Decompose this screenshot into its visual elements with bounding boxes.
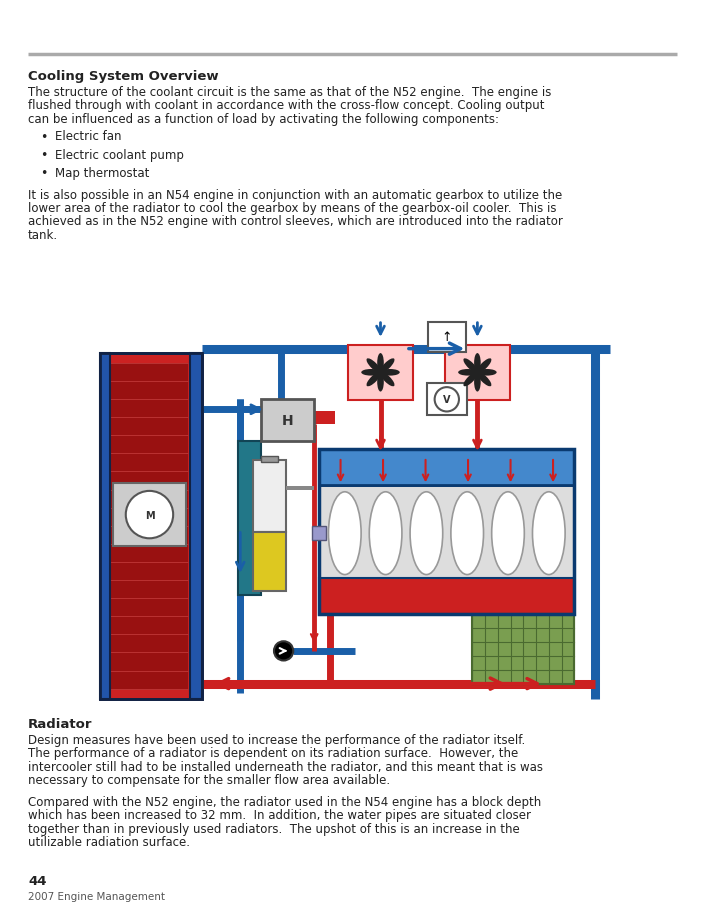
Ellipse shape	[491, 493, 525, 575]
Bar	[100, 353, 110, 699]
Circle shape	[274, 641, 293, 661]
Ellipse shape	[532, 493, 565, 575]
Ellipse shape	[477, 359, 491, 373]
Ellipse shape	[377, 354, 384, 373]
Text: Cooling System Overview: Cooling System Overview	[28, 70, 219, 83]
Ellipse shape	[410, 493, 443, 575]
Text: •: •	[40, 166, 47, 179]
Ellipse shape	[463, 359, 478, 373]
Ellipse shape	[367, 372, 381, 387]
Ellipse shape	[381, 369, 400, 376]
Bar	[427, 384, 467, 415]
Bar	[253, 460, 286, 533]
Ellipse shape	[369, 493, 402, 575]
Bar	[319, 578, 575, 615]
Ellipse shape	[377, 373, 384, 392]
Ellipse shape	[367, 359, 381, 373]
Ellipse shape	[451, 493, 484, 575]
Text: intercooler still had to be installed underneath the radiator, and this meant th: intercooler still had to be installed un…	[28, 760, 543, 773]
Ellipse shape	[463, 372, 478, 387]
Ellipse shape	[361, 369, 381, 376]
Ellipse shape	[477, 372, 491, 387]
Bar	[261, 399, 314, 441]
Text: Electric fan: Electric fan	[55, 130, 121, 143]
Bar	[100, 353, 202, 699]
Bar	[348, 346, 413, 401]
Text: It is also possible in an N54 engine in conjunction with an automatic gearbox to: It is also possible in an N54 engine in …	[28, 188, 563, 201]
Ellipse shape	[474, 373, 481, 392]
Text: Design measures have been used to increase the performance of the radiator itsel: Design measures have been used to increa…	[28, 733, 525, 746]
Text: utilizable radiation surface.: utilizable radiation surface.	[28, 835, 190, 848]
Text: flushed through with coolant in accordance with the cross-flow concept. Cooling : flushed through with coolant in accordan…	[28, 99, 544, 112]
Ellipse shape	[380, 359, 395, 373]
Text: 44: 44	[28, 874, 47, 887]
Ellipse shape	[458, 369, 477, 376]
Text: Map thermostat: Map thermostat	[55, 166, 149, 179]
Text: M: M	[145, 510, 154, 520]
Bar	[319, 449, 575, 615]
Text: achieved as in the N52 engine with control sleeves, which are introduced into th: achieved as in the N52 engine with contr…	[28, 215, 563, 228]
Text: 2007 Engine Management: 2007 Engine Management	[28, 891, 165, 901]
Text: Electric coolant pump: Electric coolant pump	[55, 148, 184, 162]
Bar	[238, 441, 261, 596]
Bar	[445, 346, 510, 401]
Text: can be influenced as a function of load by activating the following components:: can be influenced as a function of load …	[28, 113, 499, 126]
Text: which has been increased to 32 mm.  In addition, the water pipes are situated cl: which has been increased to 32 mm. In ad…	[28, 809, 531, 822]
Bar	[262, 457, 278, 463]
Bar	[314, 412, 335, 425]
Text: Radiator: Radiator	[28, 717, 92, 731]
Text: together than in previously used radiators.  The upshot of this is an increase i: together than in previously used radiato…	[28, 823, 520, 835]
Bar	[253, 533, 286, 592]
Bar	[472, 615, 575, 684]
Bar	[107, 364, 188, 689]
Bar	[286, 487, 314, 491]
Bar	[190, 353, 202, 699]
Text: H: H	[281, 414, 293, 427]
Circle shape	[125, 492, 173, 539]
Bar	[319, 449, 575, 485]
Text: Compared with the N52 engine, the radiator used in the N54 engine has a block de: Compared with the N52 engine, the radiat…	[28, 795, 541, 808]
Text: The structure of the coolant circuit is the same as that of the N52 engine.  The: The structure of the coolant circuit is …	[28, 85, 551, 99]
Text: The performance of a radiator is dependent on its radiation surface.  However, t: The performance of a radiator is depende…	[28, 746, 518, 760]
Bar	[319, 485, 575, 615]
Text: V: V	[443, 395, 450, 405]
Ellipse shape	[474, 354, 481, 373]
Text: tank.: tank.	[28, 229, 58, 242]
Bar	[113, 484, 186, 546]
Bar	[100, 353, 202, 699]
Bar	[312, 527, 326, 540]
Text: ↑: ↑	[441, 331, 452, 344]
Ellipse shape	[329, 493, 361, 575]
Text: •: •	[40, 148, 47, 162]
Ellipse shape	[477, 369, 496, 376]
Text: necessary to compensate for the smaller flow area available.: necessary to compensate for the smaller …	[28, 774, 390, 787]
Bar	[428, 323, 466, 352]
Circle shape	[435, 388, 459, 412]
Ellipse shape	[380, 372, 395, 387]
Text: •: •	[40, 130, 47, 143]
Text: lower area of the radiator to cool the gearbox by means of the gearbox-oil coole: lower area of the radiator to cool the g…	[28, 202, 556, 215]
